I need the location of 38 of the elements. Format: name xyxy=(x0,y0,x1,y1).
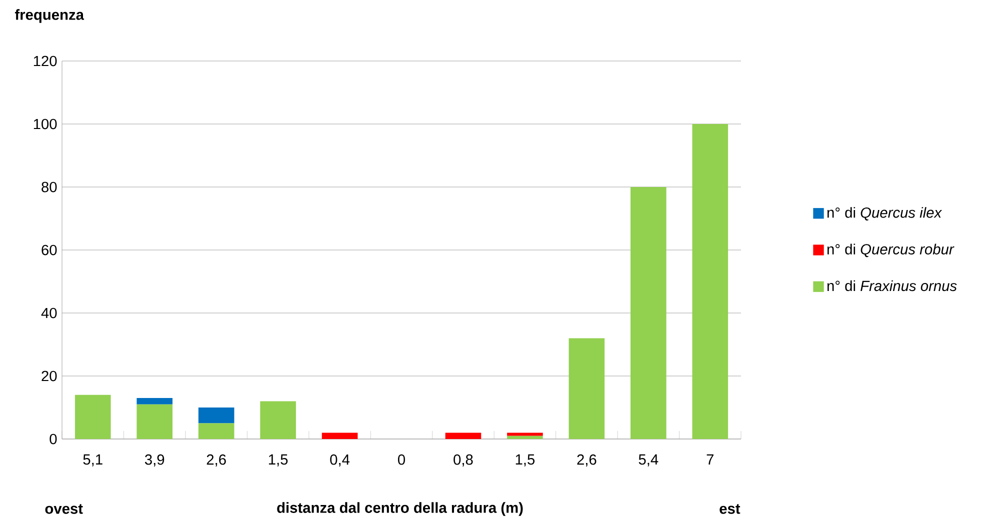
y-tick-label: 80 xyxy=(42,182,57,192)
y-tick-label: 60 xyxy=(42,244,57,256)
y-tick-label: 120 xyxy=(34,56,57,66)
x-tick-label: 2,6 xyxy=(577,454,596,466)
x-tick-label: 0,4 xyxy=(330,454,350,466)
bar xyxy=(692,124,728,439)
bar xyxy=(507,432,543,436)
x-axis-title: distanza dal centro della radura (m) xyxy=(277,502,523,516)
legend-label: n° di Quercus robur xyxy=(827,244,954,258)
legend-label: n° di Quercus ilex xyxy=(827,207,942,220)
bar xyxy=(198,408,234,424)
y-tick-label: 40 xyxy=(41,308,57,318)
bar xyxy=(507,436,543,439)
bar xyxy=(445,432,482,439)
text: est xyxy=(720,504,740,514)
bar xyxy=(260,401,296,439)
x-tick-label: 5,1 xyxy=(83,454,102,466)
legend-label: n° di Fraxinus ornus xyxy=(827,280,957,292)
x-tick-label: 3,9 xyxy=(144,454,164,466)
bar xyxy=(198,423,234,439)
bar xyxy=(136,404,172,439)
bar xyxy=(322,432,358,439)
y-tick-label: 0 xyxy=(50,434,57,444)
bar xyxy=(568,338,605,439)
text: ovest xyxy=(45,504,83,514)
x-tick-label: 0,8 xyxy=(454,454,473,466)
y-axis-title: frequenza xyxy=(14,9,84,23)
x-tick-label: 1,5 xyxy=(268,454,288,466)
x-tick-label: 1,5 xyxy=(516,454,535,466)
bar xyxy=(74,394,111,439)
bar xyxy=(136,398,172,404)
x-tick-label: 2,6 xyxy=(206,454,226,466)
x-tick-label: 7 xyxy=(706,454,714,464)
x-tick-label: 0 xyxy=(398,454,405,465)
y-tick-label: 20 xyxy=(42,370,57,382)
y-tick-label: 100 xyxy=(34,118,57,130)
bar xyxy=(630,187,666,439)
x-tick-label: 5,4 xyxy=(638,454,658,466)
